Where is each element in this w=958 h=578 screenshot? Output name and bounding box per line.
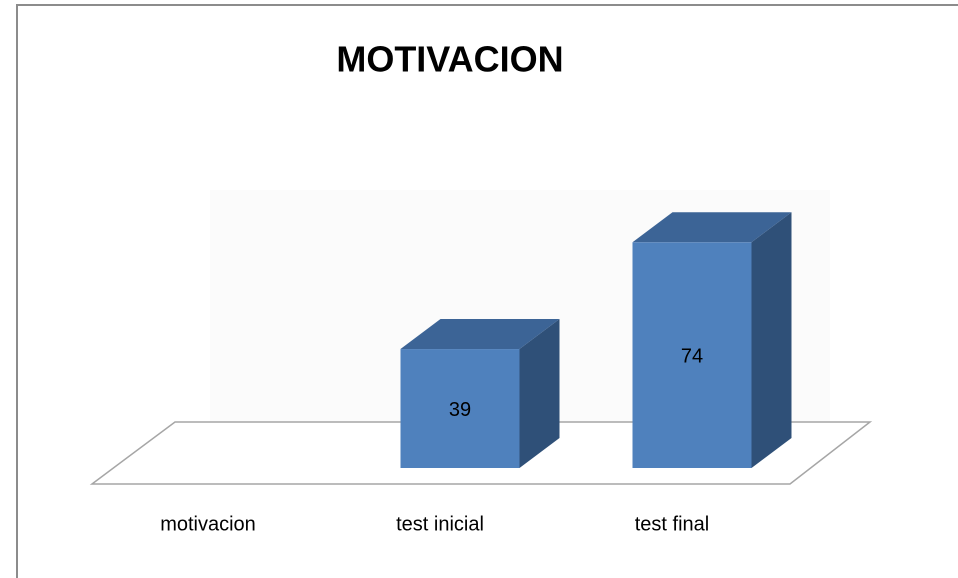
bar-side bbox=[751, 212, 792, 468]
x-tick-label: motivacion bbox=[160, 513, 256, 535]
bar-top bbox=[632, 212, 792, 243]
data-label: 39 bbox=[449, 399, 471, 421]
bar bbox=[400, 349, 520, 468]
data-label: 74 bbox=[681, 345, 703, 367]
bar-side bbox=[519, 319, 560, 468]
bar-top bbox=[400, 319, 560, 350]
bar bbox=[632, 242, 752, 468]
x-tick-label: test inicial bbox=[396, 513, 484, 535]
chart-title: MOTIVACION bbox=[336, 39, 563, 80]
x-tick-label: test final bbox=[635, 513, 709, 535]
